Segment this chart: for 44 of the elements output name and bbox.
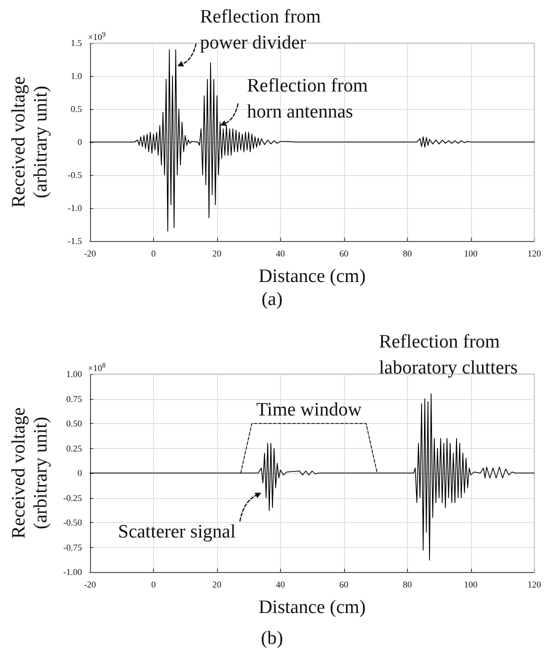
x-tick-label: 100 [464,580,478,590]
x-tick-label: 20 [212,580,222,590]
y-tick-label: 1.5 [70,38,82,48]
x-tick-label: -20 [84,580,96,590]
annotation: Reflection from horn antennas [247,76,373,122]
y-axis-title: Received voltage (arbitrary unit) [8,76,52,208]
y-tick-label: 0 [78,137,82,147]
text: (a) [261,289,283,310]
y-tick-label: -1.00 [63,567,82,577]
x-tick-label: 20 [212,248,222,258]
y-tick-label: -1.0 [68,203,82,213]
x-tick-label: 120 [528,580,542,590]
y-tick-label: 0 [78,468,82,478]
x-axis-title: Distance (cm) [258,266,366,287]
x-tick-label: 0 [151,580,156,590]
y-tick-label: 1.00 [66,369,82,379]
y-tick-label: 0.75 [66,394,82,404]
y-tick-label: 1.0 [70,71,82,81]
text: (b) [260,628,284,649]
y-tick-label: 0.50 [66,418,82,428]
annotation: Scatterer signal [118,522,236,542]
y-tick-label: 0.25 [66,443,82,454]
x-tick-label: 80 [402,580,412,590]
series-label: Time window [256,400,362,420]
x-tick-label: 60 [339,248,349,258]
y-tick-label: -0.75 [63,542,82,552]
x-tick-label: 0 [151,248,156,258]
x-tick-label: 80 [402,248,412,258]
annotation: Reflection from power divider [200,6,326,54]
x-axis-title: Distance (cm) [258,597,366,618]
x-tick-label: 100 [464,248,478,258]
x-tick-label: 40 [276,580,286,590]
y-tick-label: -1.5 [68,236,82,246]
x-tick-label: -20 [84,248,96,258]
y-tick-label: -0.50 [63,518,82,528]
x-tick-label: 60 [339,580,349,590]
y-tick-label: -0.5 [68,170,82,180]
y-tick-label: 0.5 [70,104,82,114]
x-tick-label: 120 [528,248,542,258]
x-tick-label: 40 [276,248,286,258]
annotation: Reflection from laboratory clutters [379,332,518,378]
y-axis-title: Received voltage (arbitrary unit) [8,407,52,539]
line-series [90,393,535,561]
y-tick-label: -0.25 [63,492,82,503]
